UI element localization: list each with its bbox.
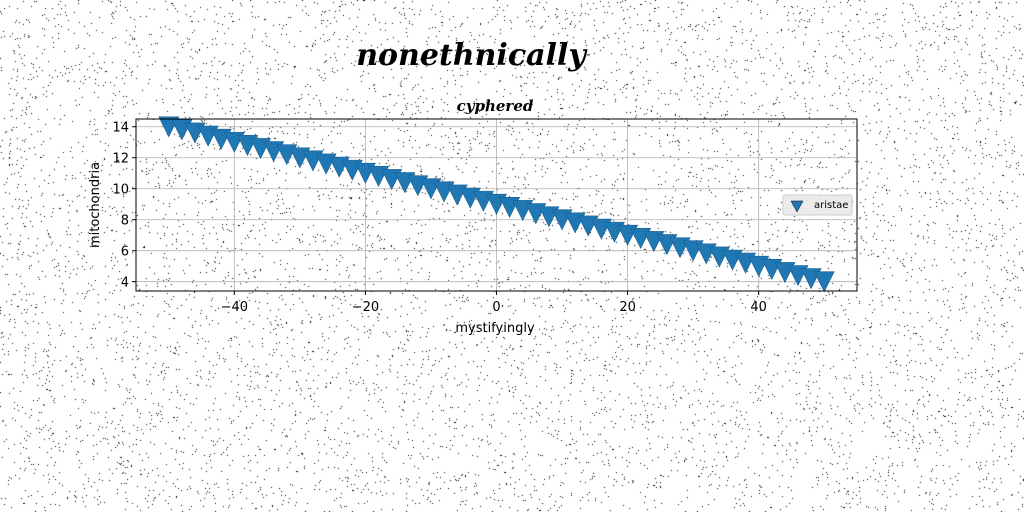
y-tick-label: 12 [112, 152, 129, 167]
x-tick-label: 0 [492, 300, 500, 315]
y-tick-label: 8 [121, 214, 129, 229]
legend: aristae [782, 194, 853, 216]
y-tick-label: 4 [121, 276, 129, 291]
y-tick-label: 14 [112, 121, 129, 136]
chart-title: cyphered [457, 97, 534, 115]
x-axis-ticks: −40 −20 0 20 40 [221, 291, 767, 315]
x-tick-label: 20 [619, 300, 636, 315]
legend-box [782, 194, 853, 216]
x-tick-label: 40 [750, 300, 767, 315]
y-axis-ticks: 4 6 8 10 12 14 [112, 121, 136, 291]
figure-title: nonethnically [356, 38, 588, 73]
data-points [158, 116, 835, 293]
legend-marker-icon [790, 200, 804, 213]
x-tick-label: −20 [352, 300, 379, 315]
x-tick-label: −40 [221, 300, 248, 315]
y-tick-label: 6 [121, 245, 129, 260]
x-axis-label: mystifyingly [455, 321, 535, 336]
legend-label: aristae [814, 200, 848, 211]
scatter-point [813, 271, 835, 293]
y-tick-label: 10 [112, 183, 129, 198]
y-axis-label: mitochondria [88, 162, 103, 248]
